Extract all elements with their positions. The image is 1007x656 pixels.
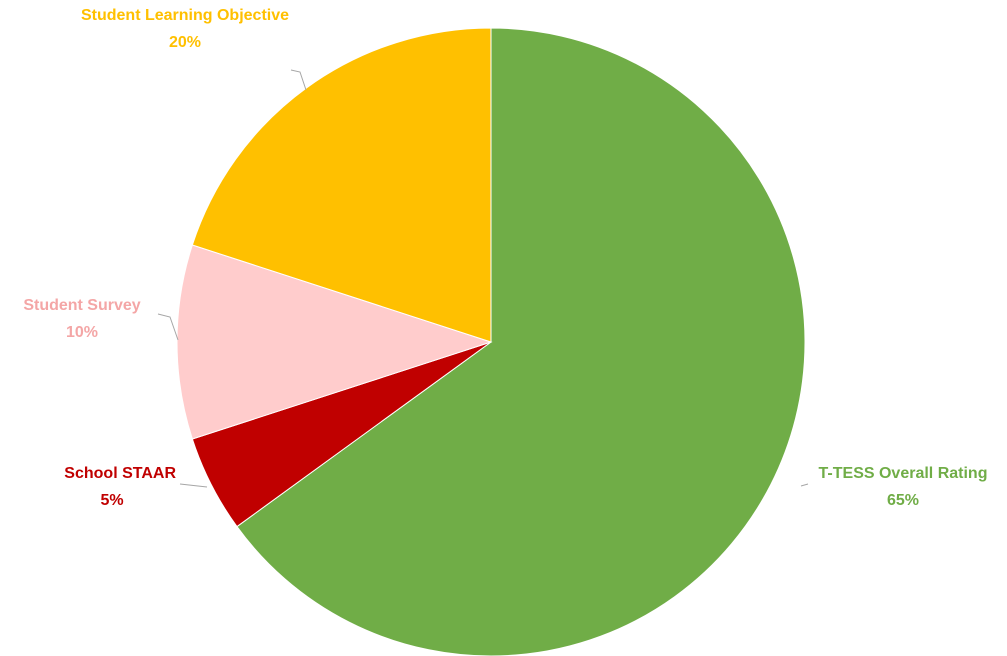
- slice-label-percent: 5%: [100, 492, 123, 509]
- slice-label-name: Student Survey: [23, 297, 140, 314]
- slice-labels: T-TESS Overall Rating 65% School STAAR 5% St…: [23, 7, 987, 509]
- leader-line: [179, 483, 208, 488]
- pie-slice-t-tess-overall-rating: [236, 27, 806, 656]
- slice-label-name: School STAAR: [64, 465, 176, 482]
- leader-line: [800, 483, 809, 487]
- slice-label-percent: 10%: [66, 324, 98, 341]
- leader-line: [157, 313, 179, 341]
- pie-slices: [176, 27, 806, 656]
- slice-label-name: T-TESS Overall Rating: [819, 465, 988, 482]
- slice-label-name: Student Learning Objective: [81, 7, 289, 24]
- pie-slice-student-learning-objective: [191, 27, 492, 343]
- pie-slice-student-survey: [176, 244, 493, 440]
- slice-label-percent: 20%: [169, 34, 201, 51]
- leader-line: [290, 69, 307, 91]
- leader-lines: [157, 69, 809, 488]
- slice-label-percent: 65%: [887, 492, 919, 509]
